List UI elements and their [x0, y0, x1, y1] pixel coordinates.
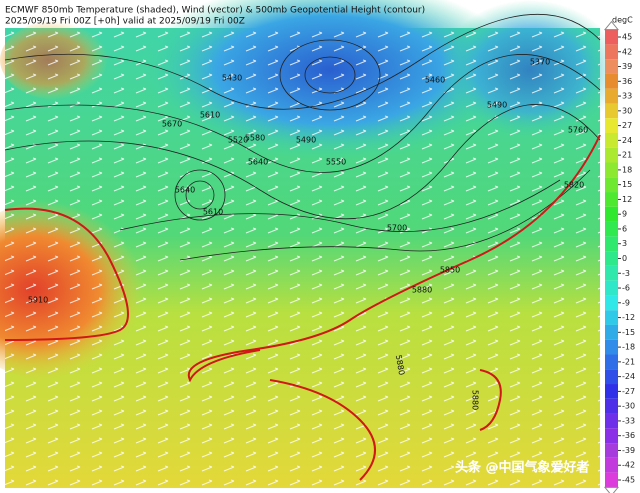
- map: [0, 0, 620, 488]
- contour-label: 5580: [245, 134, 265, 143]
- colorbar-label: -12: [622, 313, 635, 322]
- colorbar-label: 27: [622, 121, 632, 130]
- colorbar-label: -45: [622, 476, 635, 485]
- colorbar-swatch: [605, 428, 618, 444]
- contour-label: 5430: [222, 74, 242, 83]
- colorbar-swatch: [605, 354, 618, 370]
- contour-label: 5640: [248, 158, 268, 167]
- colorbar-swatch: [605, 310, 618, 325]
- colorbar-swatch: [605, 413, 618, 429]
- contour-label: 5910: [28, 296, 48, 305]
- contour-label: 5490: [487, 101, 507, 110]
- colorbar-swatch: [605, 265, 618, 281]
- colorbar-label: -3: [622, 269, 630, 278]
- colorbar-swatch: [605, 280, 618, 296]
- colorbar-label: -39: [622, 446, 635, 455]
- colorbar-arrow-bottom: [603, 486, 620, 493]
- contour-label: 5760: [568, 126, 588, 135]
- colorbar-label: -6: [622, 284, 630, 293]
- colorbar-swatch: [605, 44, 618, 60]
- colorbar-swatch: [605, 221, 618, 237]
- colorbar-swatch: [605, 132, 618, 148]
- contour-label: 5370: [530, 58, 550, 67]
- contour-label: 5850: [440, 266, 460, 275]
- contour-label: 5820: [564, 181, 584, 190]
- subtitle: 2025/09/19 Fri 00Z [+0h] valid at 2025/0…: [5, 17, 245, 27]
- colorbar-swatch: [605, 398, 618, 414]
- colorbar-swatch: [605, 443, 618, 458]
- colorbar-label: -18: [622, 343, 635, 352]
- colorbar-swatch: [605, 339, 618, 355]
- colorbar-label: 9: [622, 210, 627, 219]
- colorbar-swatch: [605, 192, 618, 207]
- colorbar-swatch: [605, 369, 618, 385]
- contour-label: 5700: [387, 224, 407, 233]
- contour-label: 5490: [296, 136, 316, 145]
- colorbar-swatch: [605, 324, 618, 340]
- contour-label: 5880: [471, 390, 480, 410]
- colorbar-swatch: [605, 118, 618, 133]
- colorbar-swatch: [605, 59, 618, 74]
- colorbar-swatch: [605, 177, 618, 193]
- colorbar: 4542393633302724211815129630-3-6-9-12-15…: [603, 20, 635, 493]
- watermark: 头条 @中国气象爱好者: [455, 460, 590, 476]
- contour-label: 5670: [162, 120, 182, 129]
- contour-label: 5460: [425, 76, 445, 85]
- contour-label: 5520: [228, 136, 248, 145]
- contour-label: 5640: [175, 186, 195, 195]
- colorbar-label: 42: [622, 47, 632, 56]
- colorbar-label: 21: [622, 151, 632, 160]
- colorbar-swatch: [605, 73, 618, 89]
- colorbar-swatch: [605, 251, 618, 266]
- colorbar-label: -27: [622, 387, 635, 396]
- colorbar-swatch: [605, 88, 618, 104]
- colorbar-swatch: [605, 147, 618, 163]
- colorbar-label: -21: [622, 357, 635, 366]
- title: ECMWF 850mb Temperature (shaded), Wind (…: [5, 6, 425, 16]
- colorbar-swatch: [605, 384, 618, 399]
- colorbar-label: -36: [622, 431, 635, 440]
- contour-label: 5880: [394, 354, 406, 376]
- colorbar-swatch: [605, 295, 618, 311]
- colorbar-label: -42: [622, 461, 635, 470]
- colorbar-label: 12: [622, 195, 632, 204]
- colorbar-label: 6: [622, 224, 627, 233]
- colorbar-label: -30: [622, 402, 635, 411]
- colorbar-unit: degC: [612, 16, 633, 25]
- colorbar-label: 0: [622, 254, 627, 263]
- colorbar-swatch: [605, 162, 618, 178]
- colorbar-label: -33: [622, 416, 635, 425]
- colorbar-label: 45: [622, 33, 632, 42]
- colorbar-swatch: [605, 236, 618, 252]
- contour-label: 5610: [200, 111, 220, 120]
- colorbar-swatch: [605, 206, 618, 222]
- colorbar-label: 3: [622, 239, 627, 248]
- colorbar-label: 30: [622, 106, 632, 115]
- colorbar-label: -24: [622, 372, 635, 381]
- colorbar-label: 15: [622, 180, 632, 189]
- colorbar-label: 24: [622, 136, 632, 145]
- colorbar-label: 36: [622, 77, 632, 86]
- colorbar-label: -15: [622, 328, 635, 337]
- contour-label: 5550: [326, 158, 346, 167]
- colorbar-swatch: [605, 103, 618, 119]
- colorbar-swatch: [605, 29, 618, 45]
- colorbar-swatch: [605, 457, 618, 473]
- colorbar-arrow-top: [603, 20, 620, 31]
- colorbar-label: 39: [622, 62, 632, 71]
- colorbar-label: -9: [622, 298, 630, 307]
- colorbar-label: 18: [622, 165, 632, 174]
- contour-label: 5610: [203, 208, 223, 217]
- colorbar-label: 33: [622, 92, 632, 101]
- contour-label: 5880: [412, 286, 432, 295]
- colorbar-swatch: [605, 472, 618, 488]
